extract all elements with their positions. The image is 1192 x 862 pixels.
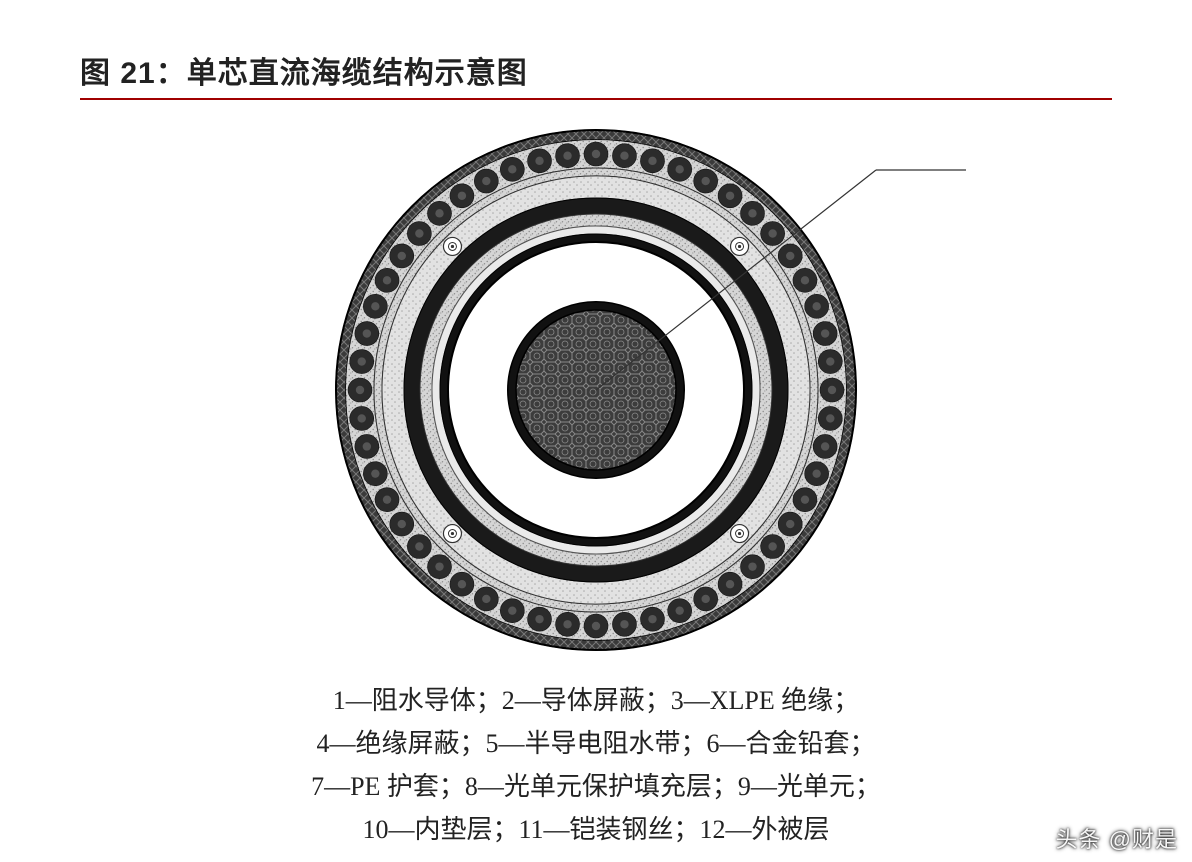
cable-cross-section-diagram	[0, 110, 1192, 670]
legend-block: 1—阻水导体；2—导体屏蔽；3—XLPE 绝缘； 4—绝缘屏蔽；5—半导电阻水带…	[0, 680, 1192, 852]
figure-title-bar: 图 21：单芯直流海缆结构示意图	[80, 48, 1112, 100]
legend-row: 1—阻水导体；2—导体屏蔽；3—XLPE 绝缘；	[0, 680, 1192, 723]
figure-title: 图 21：单芯直流海缆结构示意图	[80, 57, 528, 90]
watermark: 头条 @财是	[1056, 822, 1178, 854]
legend-row: 10—内垫层；11—铠装钢丝；12—外被层	[0, 809, 1192, 852]
legend-row: 7—PE 护套；8—光单元保护填充层；9—光单元；	[0, 766, 1192, 809]
cable-svg	[96, 110, 1096, 670]
legend-row: 4—绝缘屏蔽；5—半导电阻水带；6—合金铅套；	[0, 723, 1192, 766]
